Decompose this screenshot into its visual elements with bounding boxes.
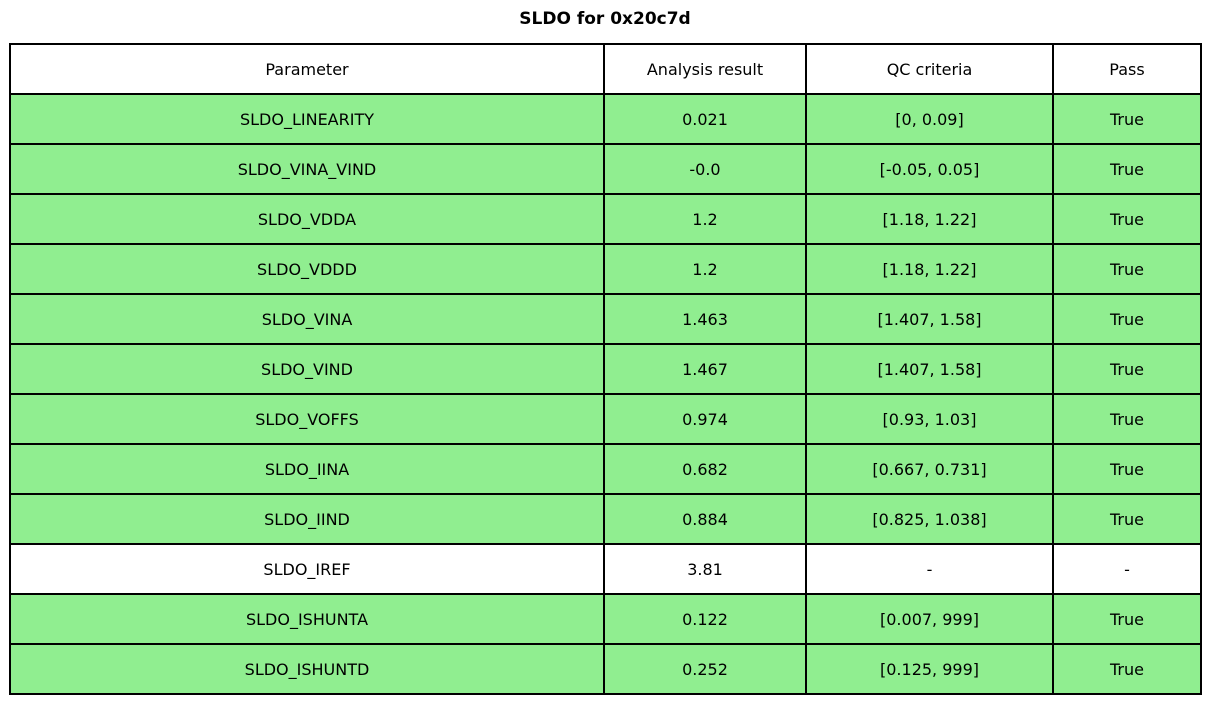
pass-cell: True (1052, 343, 1202, 395)
table-row: SLDO_VINA 1.463 [1.407, 1.58] True (9, 293, 1202, 345)
pass-cell: True (1052, 93, 1202, 145)
col-header-parameter: Parameter (9, 43, 605, 95)
result-cell: 0.974 (603, 393, 807, 445)
result-cell: 0.252 (603, 643, 807, 695)
criteria-cell: [1.18, 1.22] (805, 243, 1054, 295)
pass-cell: True (1052, 193, 1202, 245)
criteria-cell: [0.825, 1.038] (805, 493, 1054, 545)
result-cell: 1.2 (603, 193, 807, 245)
table-row: SLDO_VDDD 1.2 [1.18, 1.22] True (9, 243, 1202, 295)
table-row: SLDO_VOFFS 0.974 [0.93, 1.03] True (9, 393, 1202, 445)
parameter-cell: SLDO_VDDD (9, 243, 605, 295)
table-row: SLDO_ISHUNTA 0.122 [0.007, 999] True (9, 593, 1202, 645)
result-cell: 0.884 (603, 493, 807, 545)
parameter-cell: SLDO_VOFFS (9, 393, 605, 445)
result-cell: -0.0 (603, 143, 807, 195)
parameter-cell: SLDO_LINEARITY (9, 93, 605, 145)
parameter-cell: SLDO_VINA_VIND (9, 143, 605, 195)
pass-cell: True (1052, 243, 1202, 295)
pass-cell: True (1052, 143, 1202, 195)
col-header-analysis-result: Analysis result (603, 43, 807, 95)
pass-cell: True (1052, 493, 1202, 545)
criteria-cell: [1.407, 1.58] (805, 293, 1054, 345)
result-cell: 0.021 (603, 93, 807, 145)
pass-cell: True (1052, 393, 1202, 445)
parameter-cell: SLDO_ISHUNTD (9, 643, 605, 695)
pass-cell: True (1052, 643, 1202, 695)
table-row: SLDO_IINA 0.682 [0.667, 0.731] True (9, 443, 1202, 495)
pass-cell: True (1052, 443, 1202, 495)
table-row: SLDO_ISHUNTD 0.252 [0.125, 999] True (9, 643, 1202, 695)
criteria-cell: [1.407, 1.58] (805, 343, 1054, 395)
result-cell: 0.122 (603, 593, 807, 645)
criteria-cell: [-0.05, 0.05] (805, 143, 1054, 195)
pass-cell: - (1052, 543, 1202, 595)
criteria-cell: [0.667, 0.731] (805, 443, 1054, 495)
criteria-cell: [0.93, 1.03] (805, 393, 1054, 445)
col-header-qc-criteria: QC criteria (805, 43, 1054, 95)
col-header-pass: Pass (1052, 43, 1202, 95)
parameter-cell: SLDO_ISHUNTA (9, 593, 605, 645)
pass-cell: True (1052, 593, 1202, 645)
parameter-cell: SLDO_IINA (9, 443, 605, 495)
table-row: SLDO_VDDA 1.2 [1.18, 1.22] True (9, 193, 1202, 245)
result-cell: 1.467 (603, 343, 807, 395)
table-row: SLDO_VINA_VIND -0.0 [-0.05, 0.05] True (9, 143, 1202, 195)
chart-title: SLDO for 0x20c7d (519, 9, 691, 29)
result-cell: 3.81 (603, 543, 807, 595)
criteria-cell: [1.18, 1.22] (805, 193, 1054, 245)
table-row: SLDO_IREF 3.81 - - (9, 543, 1202, 595)
table-row: SLDO_IIND 0.884 [0.825, 1.038] True (9, 493, 1202, 545)
table-row: SLDO_VIND 1.467 [1.407, 1.58] True (9, 343, 1202, 395)
criteria-cell: [0.007, 999] (805, 593, 1054, 645)
parameter-cell: SLDO_VDDA (9, 193, 605, 245)
result-cell: 1.2 (603, 243, 807, 295)
result-cell: 1.463 (603, 293, 807, 345)
pass-cell: True (1052, 293, 1202, 345)
qc-results-table: Parameter Analysis result QC criteria Pa… (9, 43, 1202, 695)
table-header-row: Parameter Analysis result QC criteria Pa… (9, 43, 1202, 95)
criteria-cell: [0, 0.09] (805, 93, 1054, 145)
parameter-cell: SLDO_VIND (9, 343, 605, 395)
criteria-cell: [0.125, 999] (805, 643, 1054, 695)
parameter-cell: SLDO_VINA (9, 293, 605, 345)
parameter-cell: SLDO_IIND (9, 493, 605, 545)
result-cell: 0.682 (603, 443, 807, 495)
parameter-cell: SLDO_IREF (9, 543, 605, 595)
criteria-cell: - (805, 543, 1054, 595)
table-row: SLDO_LINEARITY 0.021 [0, 0.09] True (9, 93, 1202, 145)
